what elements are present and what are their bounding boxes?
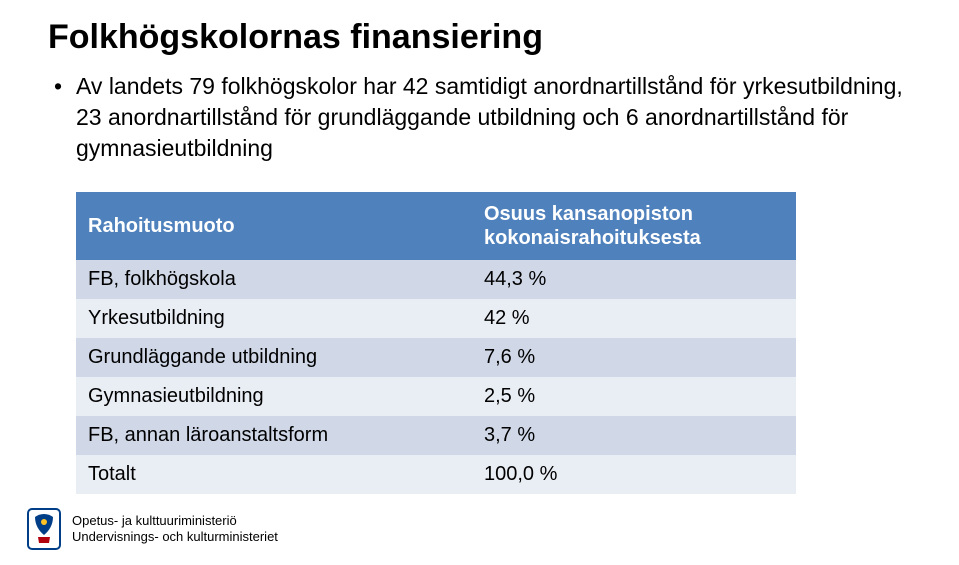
table-cell-label: Totalt [76, 455, 472, 494]
ministry-name-sv: Undervisnings- och kulturministeriet [72, 529, 278, 545]
table-cell-label: FB, folkhögskola [76, 260, 472, 299]
table-container: Rahoitusmuoto Osuus kansanopiston kokona… [76, 192, 796, 494]
ministry-logo-icon [26, 507, 62, 551]
page-title: Folkhögskolornas finansiering [48, 18, 911, 57]
table-header-col2: Osuus kansanopiston kokonaisrahoituksest… [472, 192, 796, 260]
slide: Folkhögskolornas finansiering Av landets… [0, 0, 959, 565]
funding-table: Rahoitusmuoto Osuus kansanopiston kokona… [76, 192, 796, 494]
ministry-name-fi: Opetus- ja kulttuuriministeriö [72, 513, 278, 529]
table-row: Totalt 100,0 % [76, 455, 796, 494]
table-cell-value: 42 % [472, 299, 796, 338]
table-cell-value: 3,7 % [472, 416, 796, 455]
table-cell-label: Gymnasieutbildning [76, 377, 472, 416]
table-header-row: Rahoitusmuoto Osuus kansanopiston kokona… [76, 192, 796, 260]
table-row: FB, folkhögskola 44,3 % [76, 260, 796, 299]
footer: Opetus- ja kulttuuriministeriö Undervisn… [26, 507, 278, 551]
table-cell-label: Grundläggande utbildning [76, 338, 472, 377]
table-cell-label: FB, annan läroanstaltsform [76, 416, 472, 455]
table-cell-value: 100,0 % [472, 455, 796, 494]
table-row: Gymnasieutbildning 2,5 % [76, 377, 796, 416]
table-row: FB, annan läroanstaltsform 3,7 % [76, 416, 796, 455]
ministry-name: Opetus- ja kulttuuriministeriö Undervisn… [72, 513, 278, 546]
table-cell-value: 2,5 % [472, 377, 796, 416]
table-cell-value: 44,3 % [472, 260, 796, 299]
table-cell-label: Yrkesutbildning [76, 299, 472, 338]
table-row: Yrkesutbildning 42 % [76, 299, 796, 338]
table-cell-value: 7,6 % [472, 338, 796, 377]
table-row: Grundläggande utbildning 7,6 % [76, 338, 796, 377]
table-header-col1: Rahoitusmuoto [76, 192, 472, 260]
bullet-text: Av landets 79 folkhögskolor har 42 samti… [48, 71, 911, 164]
